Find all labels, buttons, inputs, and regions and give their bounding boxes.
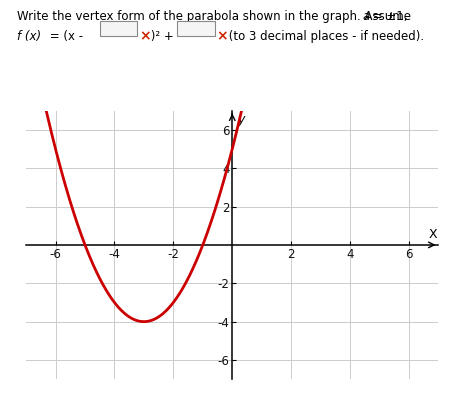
Text: ×: × xyxy=(217,29,228,43)
Text: f (x): f (x) xyxy=(17,30,41,43)
Text: X: X xyxy=(428,228,437,241)
Text: Write the vertex form of the parabola shown in the graph. Assume: Write the vertex form of the parabola sh… xyxy=(17,10,414,23)
Text: = (x -: = (x - xyxy=(46,30,87,43)
Text: ×: × xyxy=(139,29,151,43)
Text: (to 3 decimal places - if needed).: (to 3 decimal places - if needed). xyxy=(225,30,424,43)
Text: = ±1,: = ±1, xyxy=(369,10,408,23)
Text: a: a xyxy=(363,10,370,23)
Text: y: y xyxy=(237,113,245,126)
Text: )² +: )² + xyxy=(147,30,174,43)
